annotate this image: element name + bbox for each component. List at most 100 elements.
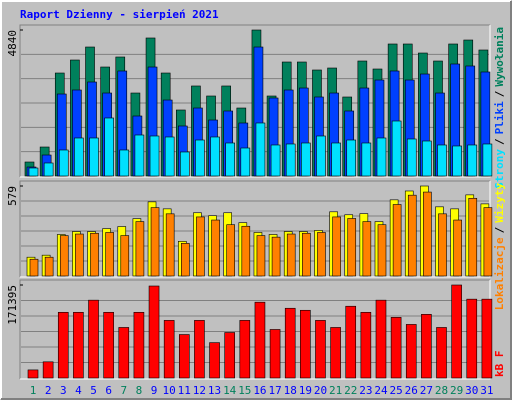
bar <box>179 334 190 379</box>
bar <box>437 144 447 177</box>
x-tick-label: 7 <box>120 384 127 397</box>
bar <box>317 232 326 277</box>
bar <box>390 317 402 379</box>
bar <box>361 142 372 177</box>
bar <box>254 301 266 379</box>
x-tick-label: 9 <box>151 384 158 397</box>
x-tick-label: 23 <box>359 384 372 397</box>
bar <box>467 144 478 177</box>
x-tick-label: 12 <box>193 384 206 397</box>
bar <box>347 218 357 277</box>
bar <box>392 204 402 277</box>
x-tick-label: 26 <box>405 384 418 397</box>
bar <box>405 324 417 379</box>
x-tick-label: 18 <box>284 384 297 397</box>
legend-entry: Wizyty <box>493 183 506 223</box>
bar <box>481 298 493 379</box>
x-tick-label: 13 <box>208 384 221 397</box>
bar <box>302 232 311 277</box>
bar <box>148 285 160 379</box>
bar <box>88 299 99 379</box>
bar <box>225 142 235 177</box>
bar <box>135 221 145 277</box>
x-tick-label: 5 <box>90 384 97 397</box>
bar <box>453 219 462 277</box>
bar <box>119 149 130 177</box>
bar <box>239 320 251 379</box>
bar <box>150 207 160 277</box>
bar <box>466 298 478 379</box>
bar <box>180 151 190 177</box>
bar <box>345 305 357 379</box>
x-tick-label: 29 <box>450 384 463 397</box>
bar <box>44 256 54 277</box>
x-tick-label: 25 <box>389 384 402 397</box>
legend-entry: kB F <box>493 351 506 378</box>
bar <box>284 307 296 379</box>
x-tick-label: 8 <box>136 384 143 397</box>
bar <box>27 369 39 379</box>
bar <box>181 243 190 277</box>
bar <box>255 122 266 177</box>
x-tick-label: 2 <box>45 384 52 397</box>
x-tick-label: 11 <box>178 384 191 397</box>
legend-entry: Lokalizacje <box>493 237 506 310</box>
y-max-label: 171395 <box>6 285 19 325</box>
bar <box>300 309 311 379</box>
bar <box>346 139 357 177</box>
chart-title: Raport Dzienny - sierpień 2021 <box>20 8 219 21</box>
bar <box>315 320 326 379</box>
x-tick-label: 4 <box>75 384 82 397</box>
y-max-label: 4840 <box>6 30 19 57</box>
bar <box>271 236 281 277</box>
bar <box>452 145 462 177</box>
bar <box>89 137 99 177</box>
x-tick-label: 19 <box>299 384 312 397</box>
bar <box>332 216 341 277</box>
legend: kB F <box>493 351 506 378</box>
bar <box>165 213 175 277</box>
legend: Strony / Pliki / Wywołania <box>493 27 506 189</box>
bar <box>376 137 387 177</box>
bar <box>211 219 220 277</box>
bar <box>195 139 205 177</box>
bar <box>43 162 54 177</box>
bar <box>285 143 296 177</box>
bar <box>438 213 447 277</box>
bar <box>436 327 447 379</box>
bar <box>134 134 145 177</box>
bar <box>421 314 432 379</box>
bar <box>362 221 372 277</box>
bar <box>194 320 205 379</box>
bar <box>406 138 417 177</box>
bar <box>468 197 478 277</box>
bar <box>196 216 205 277</box>
bar <box>105 232 114 277</box>
bar <box>120 235 130 277</box>
legend-separator: / <box>493 138 506 145</box>
y-max-label: 579 <box>6 186 19 206</box>
bar <box>75 233 84 277</box>
x-tick-label: 15 <box>238 384 251 397</box>
bar <box>90 232 99 277</box>
bar <box>241 225 251 277</box>
bar <box>118 327 130 379</box>
bar <box>58 149 69 177</box>
legend-separator: / <box>493 226 506 233</box>
bar <box>483 207 493 277</box>
x-tick-label: 22 <box>344 384 357 397</box>
legend-entry: Pliki <box>493 101 506 134</box>
bar <box>29 258 39 277</box>
bar <box>164 136 175 177</box>
bar <box>209 342 220 379</box>
bar <box>451 284 462 379</box>
panel-bevel-dark <box>19 180 490 277</box>
x-tick-label: 24 <box>374 384 388 397</box>
bar <box>360 311 372 379</box>
bar <box>330 327 341 379</box>
x-tick-label: 31 <box>480 384 493 397</box>
bar <box>270 144 281 177</box>
bar <box>301 142 311 177</box>
